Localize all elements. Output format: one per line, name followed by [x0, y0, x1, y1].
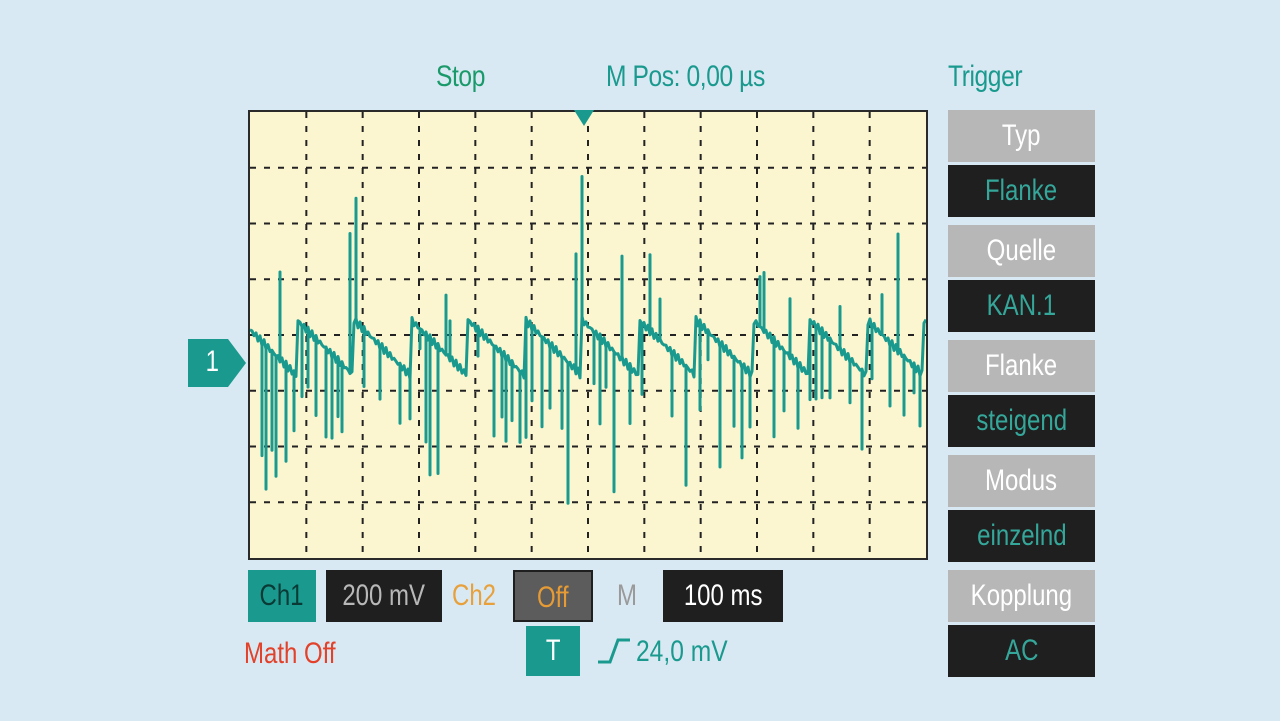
trigger-slope-value[interactable]: steigend	[948, 395, 1095, 447]
channel-1-trace	[250, 175, 926, 505]
channel-1-marker-label: 1	[205, 345, 220, 378]
graticule-grid	[250, 112, 926, 558]
waveform-canvas	[250, 112, 926, 558]
trigger-mode-value[interactable]: einzelnd	[948, 510, 1095, 562]
math-status: Math Off	[244, 637, 336, 670]
trigger-slope-header[interactable]: Flanke	[948, 340, 1095, 392]
trigger-coupling-value[interactable]: AC	[948, 625, 1095, 677]
trigger-type-header[interactable]: Typ	[948, 110, 1095, 162]
trigger-button-label: T	[545, 634, 561, 667]
trigger-mode-header[interactable]: Modus	[948, 455, 1095, 507]
acquisition-status: Stop	[436, 60, 485, 93]
trigger-menu-title: Trigger	[948, 60, 1023, 93]
channel-2-label: Ch2	[452, 579, 497, 612]
channel-1-label: Ch1	[259, 579, 305, 612]
trigger-coupling-value-text: AC	[1004, 634, 1039, 667]
trigger-coupling-label: Kopplung	[970, 579, 1073, 612]
trigger-level-readout: 24,0 mV	[636, 635, 728, 668]
timebase-text: 100 ms	[683, 579, 763, 612]
channel-2-state-text: Off	[537, 581, 569, 614]
channel-1-scale-text: 200 mV	[342, 579, 426, 612]
channel-1-marker[interactable]: 1	[188, 339, 246, 387]
trigger-coupling-header[interactable]: Kopplung	[948, 570, 1095, 622]
arrow-right-tag-icon	[188, 339, 246, 387]
waveform-display	[248, 110, 928, 560]
trigger-type-value[interactable]: Flanke	[948, 165, 1095, 217]
timebase-button[interactable]: 100 ms	[663, 570, 783, 622]
rising-edge-icon	[598, 638, 630, 664]
trigger-source-header[interactable]: Quelle	[948, 225, 1095, 277]
trigger-slope-label: Flanke	[985, 349, 1058, 382]
trigger-mode-value-text: einzelnd	[976, 519, 1067, 552]
trigger-position-icon[interactable]	[574, 110, 594, 126]
channel-1-scale[interactable]: 200 mV	[326, 570, 442, 622]
trigger-type-label: Typ	[1002, 119, 1041, 152]
main-timebase-label: M	[617, 579, 637, 612]
trigger-source-label: Quelle	[986, 234, 1057, 267]
trigger-source-value-text: KAN.1	[986, 289, 1057, 322]
trigger-slope-value-text: steigend	[976, 404, 1067, 437]
trigger-type-value-text: Flanke	[985, 174, 1058, 207]
trigger-mode-label: Modus	[985, 464, 1058, 497]
trigger-source-value[interactable]: KAN.1	[948, 280, 1095, 332]
channel-1-button[interactable]: Ch1	[248, 570, 316, 622]
horizontal-position-readout: M Pos: 0,00 µs	[606, 60, 765, 93]
channel-2-state-button[interactable]: Off	[513, 570, 593, 622]
trigger-button[interactable]: T	[526, 626, 580, 676]
